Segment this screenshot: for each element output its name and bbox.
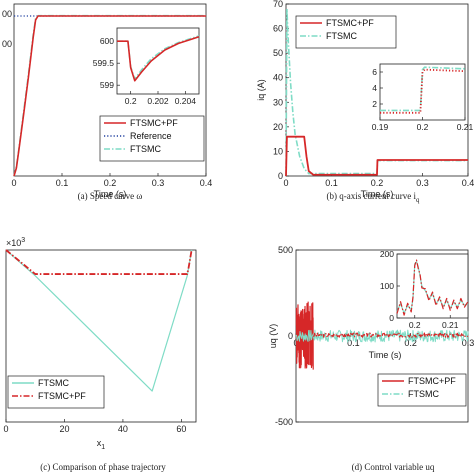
chart-a-inset-ytick-label: 599 <box>100 80 114 90</box>
chart-b-xtick-label: 0.3 <box>416 178 429 188</box>
chart-c-xlabel-main: x <box>97 438 102 448</box>
chart-a-inset-xtick-label: 0.204 <box>175 96 197 106</box>
chart-d-ytick-label: 0 <box>288 331 293 341</box>
chart-d: 0 0.1 0.2 0.3 500 0 -500 Time (s) uq (V) 0.2 0.21 2… <box>268 245 474 472</box>
chart-c-xtick-label: 60 <box>176 424 186 434</box>
chart-b-inset-xtick-label: 0.19 <box>372 122 389 132</box>
chart-d-ytick-label: 500 <box>278 245 293 255</box>
chart-c-legend-label: FTSMC <box>38 378 69 388</box>
chart-a-inset-ytick-label: 600 <box>100 36 114 46</box>
chart-a-legend-label: FTSMC <box>130 144 161 154</box>
chart-b-ytick-label: 70 <box>273 0 283 9</box>
chart-b-ylabel: iq (A) <box>256 79 266 101</box>
chart-b-legend-label: FTSMC+PF <box>326 18 374 28</box>
chart-b-inset-ytick-label: 6 <box>372 67 377 77</box>
chart-c-xlabel-sub: 1 <box>101 444 105 451</box>
chart-d-xtick-label: 0.3 <box>462 338 474 348</box>
chart-b: 0 0.1 0.2 0.3 0.4 0 10 20 30 40 50 60 70 Time (s) iq (… <box>256 0 474 204</box>
chart-c-series-ftsmc <box>5 249 193 392</box>
chart-d-xtick-label: 0.2 <box>404 338 417 348</box>
chart-d-inset-series-ftsmc-pf <box>396 259 469 316</box>
chart-d-caption: (d) Control variable uq <box>352 462 435 472</box>
chart-d-legend-label: FTSMC <box>408 389 439 399</box>
chart-b-xtick-label: 0.2 <box>371 178 384 188</box>
chart-a-xtick-label: 0 <box>11 178 16 188</box>
chart-b-ytick-label: 0 <box>278 171 283 181</box>
chart-a-xlabel: Time (s) <box>94 189 127 199</box>
chart-a-xtick-label: 0.1 <box>56 178 69 188</box>
chart-d-inset-ytick-label: 200 <box>380 249 394 259</box>
chart-c-xtick-label: 20 <box>59 424 69 434</box>
chart-b-inset-series-ftsmc <box>380 66 466 112</box>
chart-d-ylabel: uq (V) <box>268 324 278 349</box>
chart-c-xtick-label: 40 <box>118 424 128 434</box>
chart-b-ytick-label: 50 <box>273 48 283 58</box>
chart-d-legend-box <box>377 373 467 407</box>
chart-d-series-ftsmc-pf <box>312 332 469 338</box>
chart-b-ytick-label: 60 <box>273 24 283 34</box>
chart-a-ytick-label: 00 <box>2 9 12 19</box>
chart-c: 0 20 40 60 ×103 x1 FTSMC FTSMC+PF (c) Comparison… <box>3 237 197 472</box>
chart-b-ytick-label: 20 <box>273 122 283 132</box>
chart-d-series-ftsmc <box>295 329 469 343</box>
chart-b-xtick-label: 0.4 <box>462 178 474 188</box>
chart-b-xlabel: Time (s) <box>361 189 394 199</box>
chart-b-ytick-label: 40 <box>273 73 283 83</box>
chart-d-series-ftsmc-pf-band <box>295 301 314 370</box>
chart-d-inset-xtick-label: 0.21 <box>442 320 459 330</box>
chart-a-xtick-label: 0.4 <box>200 178 213 188</box>
chart-b-ytick-label: 30 <box>273 97 283 107</box>
chart-b-inset-xtick-label: 0.2 <box>417 122 429 132</box>
chart-d-ytick-label: -500 <box>275 417 293 427</box>
chart-b-series-ftsmc-pf <box>285 135 468 177</box>
chart-b-inset-xtick-label: 0.21 <box>457 122 474 132</box>
chart-b-xtick-label: 0.1 <box>325 178 338 188</box>
chart-a-inset-xtick-label: 0.202 <box>147 96 169 106</box>
chart-d-inset-xtick-label: 0.2 <box>409 320 421 330</box>
chart-b-ytick-label: 10 <box>273 146 283 156</box>
chart-b-caption: (b) q-axis current curve iq <box>327 191 420 204</box>
chart-c-exponent-base: ×10 <box>6 238 21 248</box>
chart-b-caption-main: (b) q-axis current curve i <box>327 191 417 201</box>
chart-b-legend-box <box>295 15 397 49</box>
chart-b-inset-ytick-label: 4 <box>372 83 377 93</box>
chart-a-series-ftsmc-pf <box>13 15 206 177</box>
chart-a-inset-ytick-label: 599.5 <box>93 58 115 68</box>
chart-d-legend-label: FTSMC+PF <box>408 376 456 386</box>
chart-c-exponent: ×103 <box>6 237 25 248</box>
chart-c-legend-box <box>7 375 105 409</box>
chart-d-xlabel: Time (s) <box>369 350 402 360</box>
chart-a-xtick-label: 0.3 <box>152 178 165 188</box>
chart-b-inset-ytick-label: 2 <box>372 99 377 109</box>
chart-b-xtick-label: 0 <box>283 178 288 188</box>
chart-c-xlabel: x1 <box>97 438 106 451</box>
chart-a-legend-label: FTSMC+PF <box>130 118 178 128</box>
chart-d-inset-ytick-label: 100 <box>380 281 394 291</box>
chart-b-legend-label: FTSMC <box>326 31 357 41</box>
chart-a-inset-series-ftsmc-pf <box>117 36 200 82</box>
chart-a-ytick-label: 00 <box>2 39 12 49</box>
chart-c-exponent-power: 3 <box>21 237 25 244</box>
chart-a-legend-label: Reference <box>130 131 172 141</box>
chart-c-xtick-label: 0 <box>3 424 8 434</box>
chart-a-inset-xtick-label: 0.2 <box>125 96 137 106</box>
chart-d-xtick-label: 0.1 <box>347 338 360 348</box>
chart-a-xtick-label: 0.2 <box>104 178 117 188</box>
chart-c-frame <box>5 249 197 423</box>
chart-c-series-ftsmc-pf <box>5 249 193 275</box>
chart-c-legend-label: FTSMC+PF <box>38 391 86 401</box>
chart-d-inset-ytick-label: 0 <box>389 313 394 323</box>
chart-a-caption: (a) Speed curve ω <box>78 191 143 201</box>
chart-b-caption-sub: q <box>416 196 420 204</box>
chart-c-caption: (c) Comparison of phase trajectory <box>40 462 166 472</box>
